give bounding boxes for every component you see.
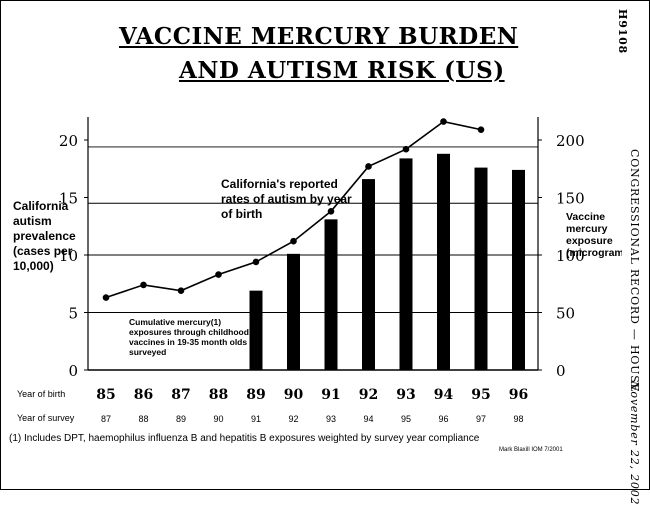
survey-year-88: 88 <box>138 414 148 424</box>
line-point-91 <box>327 208 335 215</box>
right-tick-label-150: 150 <box>556 190 585 208</box>
bar-90 <box>287 253 300 370</box>
birth-year-96: 96 <box>509 387 528 403</box>
birth-year-85: 85 <box>96 387 115 403</box>
credit: Mark Blaxill IOM 7/2001 <box>499 447 563 453</box>
survey-year-92: 92 <box>288 414 298 424</box>
mercury-bar-callout: Cumulative mercury(1) exposures through … <box>129 317 249 357</box>
survey-year-95: 95 <box>401 414 411 424</box>
birth-year-90: 90 <box>284 387 304 403</box>
line-point-88 <box>215 271 222 278</box>
gridlines <box>88 146 538 313</box>
x-rows: 85 86 87 88 89 90 91 92 93 94 95 96 87 88 89 90 91 92 93 94… <box>96 387 528 424</box>
survey-year-96: 96 <box>438 414 448 424</box>
line-point-87 <box>177 287 185 294</box>
birth-year-87: 87 <box>171 387 190 403</box>
chart-title-line-2: AND AUTISM RISK (US) <box>179 57 505 84</box>
line-point-92 <box>365 163 372 170</box>
left-tick-label-15: 15 <box>59 190 78 208</box>
right-tick-label-0: 0 <box>556 362 566 380</box>
bar-96 <box>512 169 525 370</box>
line-point-94 <box>440 118 447 125</box>
right-tick-label-50: 50 <box>556 305 575 323</box>
survey-year-87: 87 <box>101 414 111 424</box>
birth-year-92: 92 <box>359 387 378 403</box>
right-tick-label-200: 200 <box>556 132 585 150</box>
birth-year-91: 91 <box>321 387 340 403</box>
survey-year-94: 94 <box>363 414 373 424</box>
birth-year-94: 94 <box>434 387 454 403</box>
left-tick-label-20: 20 <box>59 132 78 150</box>
bar-95 <box>474 167 488 370</box>
bar-91 <box>324 219 338 370</box>
bar-92 <box>362 179 375 370</box>
right-axis-label: Vaccine mercury exposure (micrograms) <box>566 211 622 259</box>
left-tick-label-5: 5 <box>68 305 78 323</box>
mercury-bars <box>249 153 525 370</box>
birth-year-95: 95 <box>471 387 490 403</box>
survey-year-89: 89 <box>176 414 186 424</box>
left-axis-label: California autism prevalence (cases per … <box>13 199 76 273</box>
line-point-86 <box>140 281 147 289</box>
right-tick-label-100: 100 <box>556 247 585 265</box>
line-point-85 <box>102 294 110 301</box>
autism-line <box>102 118 485 301</box>
birth-year-86: 86 <box>134 387 153 403</box>
birth-year-93: 93 <box>396 387 415 403</box>
survey-year-91: 91 <box>251 414 261 424</box>
bar-93 <box>399 158 413 370</box>
line-point-95 <box>477 126 485 133</box>
birth-year-88: 88 <box>209 387 228 403</box>
survey-year-90: 90 <box>213 414 223 424</box>
bar-89 <box>249 290 263 370</box>
axes <box>84 117 542 371</box>
survey-year-97: 97 <box>476 414 486 424</box>
chart-title-line-1: VACCINE MERCURY BURDEN <box>119 23 519 50</box>
year-of-survey-label: Year of survey <box>17 413 75 423</box>
year-of-birth-label: Year of birth <box>17 389 66 399</box>
bar-94 <box>437 153 450 370</box>
line-point-90 <box>290 237 297 245</box>
survey-year-93: 93 <box>326 414 336 424</box>
line-point-89 <box>252 258 260 266</box>
line-point-93 <box>402 145 410 153</box>
footnote: (1) Includes DPT, haemophilus influenza … <box>9 433 480 444</box>
left-tick-label-10: 10 <box>59 247 78 265</box>
birth-year-89: 89 <box>246 387 265 403</box>
survey-year-98: 98 <box>513 414 523 424</box>
autism-line-callout: California's reported rates of autism by… <box>221 177 352 221</box>
left-tick-label-0: 0 <box>68 362 78 380</box>
